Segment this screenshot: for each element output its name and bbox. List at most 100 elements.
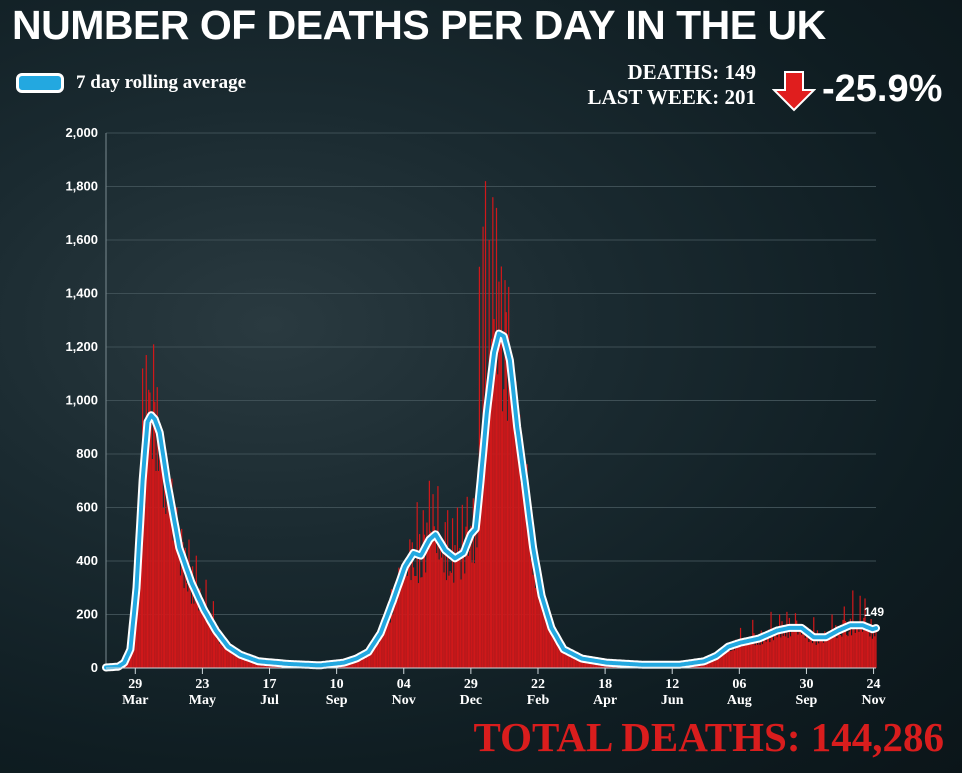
daily-deaths-bar bbox=[824, 631, 826, 668]
daily-deaths-bar bbox=[152, 344, 155, 668]
daily-deaths-bar bbox=[796, 620, 798, 668]
rolling-average-line bbox=[104, 331, 878, 670]
daily-deaths-bar bbox=[854, 632, 856, 668]
daily-deaths-bar bbox=[199, 588, 201, 668]
daily-deaths-bar bbox=[749, 640, 751, 668]
daily-deaths-bar bbox=[530, 558, 532, 668]
daily-deaths-bar bbox=[804, 638, 806, 668]
daily-deaths-bar bbox=[412, 567, 415, 668]
daily-deaths-bar bbox=[378, 643, 380, 668]
daily-deaths-bar bbox=[848, 631, 850, 668]
daily-deaths-bar bbox=[778, 614, 781, 668]
daily-deaths-bar bbox=[720, 651, 722, 668]
daily-deaths-bar bbox=[758, 641, 760, 668]
daily-deaths-bar bbox=[510, 395, 512, 668]
daily-deaths-bar bbox=[735, 639, 737, 668]
daily-deaths-bar bbox=[505, 312, 507, 668]
daily-deaths-bar bbox=[229, 651, 232, 668]
daily-deaths-bar bbox=[409, 539, 411, 668]
daily-deaths-bar bbox=[504, 280, 506, 668]
daily-deaths-bar bbox=[733, 650, 736, 668]
deaths-row: DEATHS: 149 bbox=[588, 60, 756, 85]
daily-deaths-bar bbox=[212, 601, 214, 668]
x-tick-month: May bbox=[189, 693, 216, 708]
daily-deaths-bar bbox=[360, 656, 362, 668]
y-tick-label: 0 bbox=[91, 660, 98, 675]
daily-deaths-bar bbox=[495, 207, 498, 668]
daily-deaths-bar bbox=[233, 653, 235, 668]
daily-deaths-bar bbox=[814, 632, 816, 668]
daily-deaths-bar bbox=[367, 653, 369, 668]
x-tick-day: 22 bbox=[531, 677, 545, 692]
daily-deaths-bar bbox=[576, 656, 578, 668]
daily-deaths-bar bbox=[852, 590, 854, 668]
daily-deaths-bar bbox=[426, 522, 428, 668]
daily-deaths-bar bbox=[515, 381, 517, 668]
daily-deaths-bar bbox=[361, 658, 363, 668]
daily-deaths-bar bbox=[514, 435, 516, 668]
daily-deaths-bar bbox=[560, 650, 562, 668]
daily-deaths-bar bbox=[741, 646, 743, 668]
daily-deaths-bar bbox=[429, 531, 432, 668]
daily-deaths-bar bbox=[765, 641, 767, 668]
daily-deaths-bar bbox=[437, 486, 439, 668]
daily-deaths-bar bbox=[562, 653, 565, 668]
daily-deaths-bar bbox=[234, 650, 236, 668]
deaths-value: 149 bbox=[724, 60, 757, 84]
daily-deaths-bar bbox=[220, 631, 222, 668]
daily-deaths-bar bbox=[566, 653, 568, 668]
daily-deaths-bar bbox=[543, 595, 545, 668]
daily-deaths-bar bbox=[456, 507, 459, 668]
daily-deaths-bar bbox=[201, 610, 204, 668]
daily-deaths-bar bbox=[556, 638, 559, 668]
daily-deaths-bar bbox=[547, 609, 549, 668]
daily-deaths-bar bbox=[818, 643, 820, 668]
daily-deaths-bar bbox=[420, 577, 422, 668]
daily-deaths-bar bbox=[477, 506, 479, 668]
daily-deaths-bar bbox=[439, 541, 441, 668]
daily-deaths-bar bbox=[498, 281, 500, 668]
daily-deaths-bar bbox=[213, 633, 216, 668]
daily-deaths-bar bbox=[721, 651, 723, 668]
daily-deaths-bar bbox=[366, 654, 368, 668]
daily-deaths-bar bbox=[210, 613, 212, 668]
daily-deaths-bar bbox=[857, 624, 859, 668]
daily-deaths-bar bbox=[436, 553, 438, 668]
daily-deaths-bar bbox=[583, 660, 585, 668]
daily-deaths-bar bbox=[753, 633, 755, 668]
daily-deaths-bar bbox=[521, 459, 523, 668]
daily-deaths-bar bbox=[195, 555, 197, 668]
daily-deaths-bar bbox=[150, 419, 152, 668]
x-tick-day: 24 bbox=[867, 677, 881, 692]
daily-deaths-bar bbox=[544, 608, 546, 668]
daily-deaths-bar bbox=[526, 464, 528, 668]
daily-deaths-bar bbox=[588, 661, 590, 668]
daily-deaths-bar bbox=[519, 414, 521, 668]
daily-deaths-bar bbox=[855, 623, 858, 668]
daily-deaths-bar bbox=[569, 649, 571, 668]
x-tick-month: Apr bbox=[593, 693, 617, 708]
daily-deaths-bar bbox=[359, 658, 361, 668]
daily-deaths-bar bbox=[442, 553, 444, 668]
daily-deaths-bar bbox=[403, 580, 405, 668]
daily-deaths-bar bbox=[820, 640, 822, 668]
daily-deaths-bar bbox=[400, 579, 402, 668]
daily-deaths-bar bbox=[350, 661, 352, 668]
daily-deaths-bar bbox=[807, 627, 809, 668]
daily-deaths-bar bbox=[414, 575, 416, 668]
daily-deaths-bar bbox=[846, 634, 848, 668]
daily-deaths-bar bbox=[570, 656, 572, 668]
daily-deaths-bar bbox=[503, 389, 505, 668]
daily-deaths-bar bbox=[410, 580, 412, 668]
daily-deaths-bar bbox=[717, 652, 720, 668]
legend-swatch bbox=[16, 73, 64, 93]
x-tick-month: Nov bbox=[861, 693, 885, 708]
daily-deaths-bar bbox=[401, 566, 404, 668]
daily-deaths-bar bbox=[432, 494, 434, 668]
daily-deaths-bar bbox=[794, 613, 797, 668]
daily-deaths-bar bbox=[248, 657, 250, 668]
daily-deaths-bar bbox=[537, 585, 539, 668]
daily-deaths-bar bbox=[217, 626, 219, 668]
x-tick-day: 06 bbox=[732, 677, 746, 692]
daily-deaths-bar bbox=[397, 599, 399, 668]
